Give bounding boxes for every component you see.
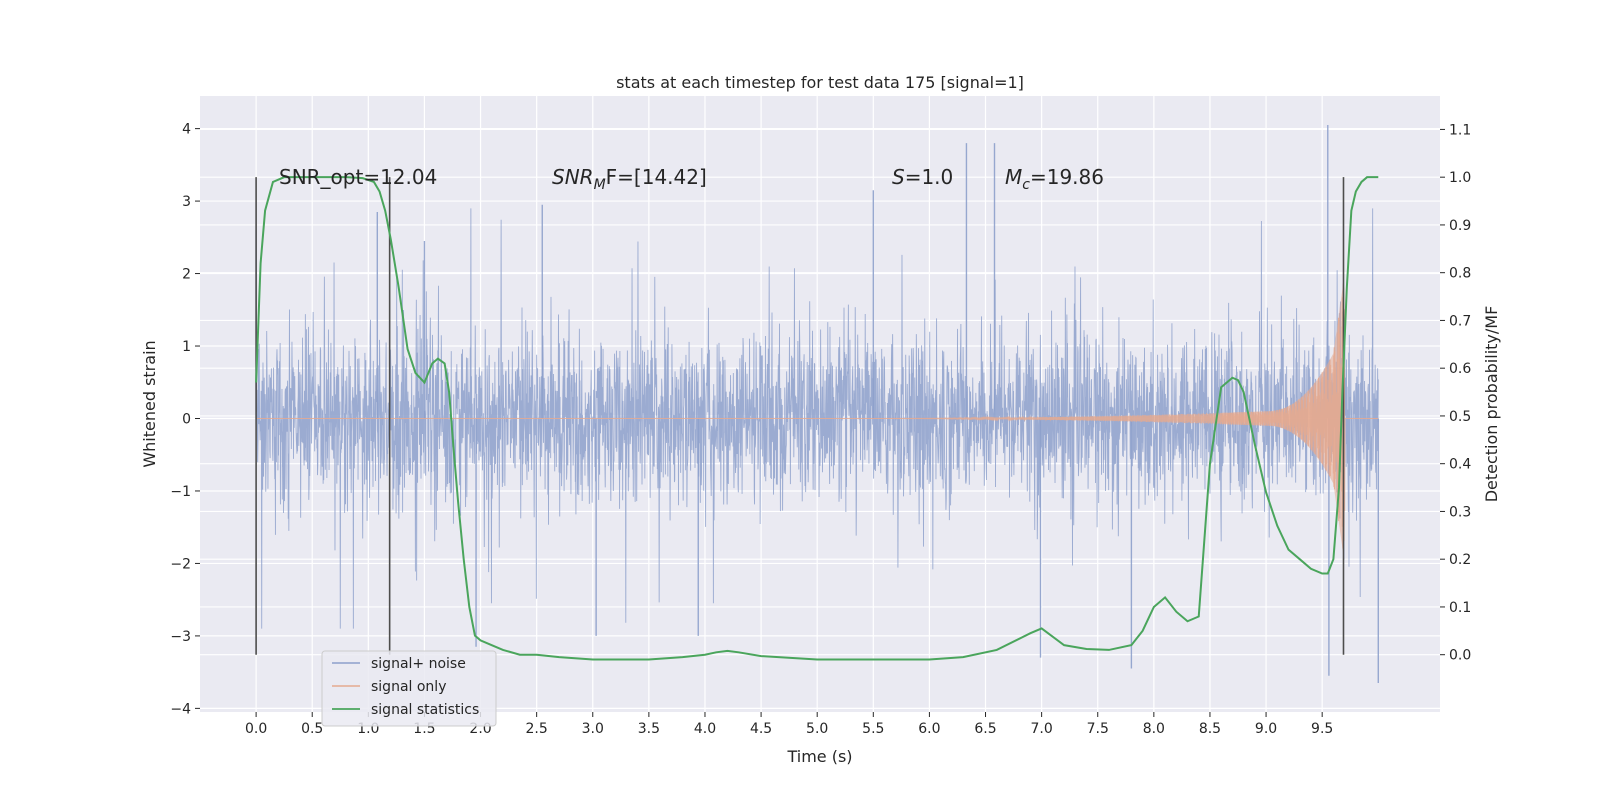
x-tick-label: 8.5: [1199, 721, 1221, 737]
legend-box: [321, 650, 497, 727]
series-signal-only: [256, 281, 1379, 556]
annotation-snr-mf-suffix: F=[14.42]: [606, 165, 707, 189]
annotation-s-value: S=1.0: [892, 165, 953, 189]
annotation-snr-mf: SNRMF=[14.42]: [552, 165, 707, 193]
x-tick-label: 9.0: [1255, 721, 1277, 737]
y-tick-label-left: −2: [170, 556, 191, 572]
x-tick-label: 0.5: [301, 721, 323, 737]
legend-label-signal-statistics: signal statistics: [371, 702, 479, 718]
legend-label-signal-only: signal only: [371, 679, 446, 695]
y-tick-label-right: 0.2: [1449, 552, 1471, 568]
annotation-mc-italic: M: [1005, 165, 1022, 189]
annotation-snr-mf-sub: M: [594, 177, 606, 193]
y-tick-label-right: 0.3: [1449, 504, 1471, 520]
data-layer: [255, 124, 1379, 684]
y-tick-label-right: 0.1: [1449, 600, 1471, 616]
x-tick-label: 5.5: [862, 721, 884, 737]
x-tick-label: 3.0: [582, 721, 604, 737]
signal-plus-noise-line: [255, 208, 1379, 629]
annotation-snr-mf-prefix: SNR: [552, 165, 594, 189]
annotation-mc-sub: c: [1022, 177, 1030, 193]
y-axis-left-label: Whitened strain: [140, 340, 159, 467]
y-tick-label-right: 1.1: [1449, 122, 1471, 138]
annotation-s-italic: S: [892, 165, 905, 189]
series-signal-statistics: [255, 176, 1379, 661]
y-tick-label-right: 0.0: [1449, 648, 1471, 664]
annotation-mc-value: Mc=19.86: [1005, 165, 1104, 193]
y-tick-label-left: −3: [170, 629, 191, 645]
y-tick-label-right: 0.6: [1449, 361, 1471, 377]
axes: 0.0 0.5 1.0 1.5 2.0 2.5 3.0 3.5 4.0 4.5 5.0 5.5 6.0 6…: [170, 122, 1471, 737]
legend: signal+ noise signal only signal statist…: [321, 650, 497, 727]
x-tick-label: 5.0: [806, 721, 828, 737]
annotation-s-rest: =1.0: [905, 165, 954, 189]
y-tick-label-right: 0.7: [1449, 313, 1471, 329]
y-tick-label-right: 0.5: [1449, 409, 1471, 425]
x-tick-label: 7.0: [1030, 721, 1052, 737]
x-tick-label: 4.5: [750, 721, 772, 737]
annotation-snr-opt: SNR_opt=12.04: [279, 165, 437, 189]
x-tick-label: 6.5: [974, 721, 996, 737]
y-tick-label-left: 3: [182, 194, 191, 210]
y-tick-label-right: 0.8: [1449, 266, 1471, 282]
annotation-mc-rest: =19.86: [1030, 165, 1104, 189]
grid: [200, 96, 1440, 712]
y-tick-label-right: 0.9: [1449, 218, 1471, 234]
x-tick-label: 9.5: [1311, 721, 1333, 737]
x-tick-label: 4.0: [694, 721, 716, 737]
signal-only-envelope: [1221, 281, 1344, 556]
legend-label-signal-plus-noise: signal+ noise: [371, 656, 466, 672]
y-tick-label-right: 0.4: [1449, 457, 1471, 473]
vertical-lines: [255, 177, 1345, 655]
y-tick-label-left: 0: [182, 411, 191, 427]
y-tick-label-left: −4: [170, 701, 191, 717]
x-tick-label: 0.0: [245, 721, 267, 737]
chart-title: stats at each timestep for test data 175…: [616, 73, 1024, 92]
signal-only-line: [256, 283, 1379, 554]
x-tick-label: 8.0: [1143, 721, 1165, 737]
x-tick-label: 2.5: [526, 721, 548, 737]
y-axis-right-label: Detection probability/MF: [1482, 306, 1501, 503]
y-tick-label-right: 1.0: [1449, 170, 1471, 186]
y-tick-label-left: 4: [182, 122, 191, 138]
x-tick-label: 3.5: [638, 721, 660, 737]
y-tick-label-left: −1: [170, 484, 191, 500]
y-tick-label-left: 2: [182, 267, 191, 283]
signal-statistics-line: [255, 176, 1379, 661]
y-tick-label-left: 1: [182, 339, 191, 355]
x-axis-label: Time (s): [786, 747, 852, 766]
x-tick-label: 7.5: [1087, 721, 1109, 737]
x-tick-label: 6.0: [918, 721, 940, 737]
